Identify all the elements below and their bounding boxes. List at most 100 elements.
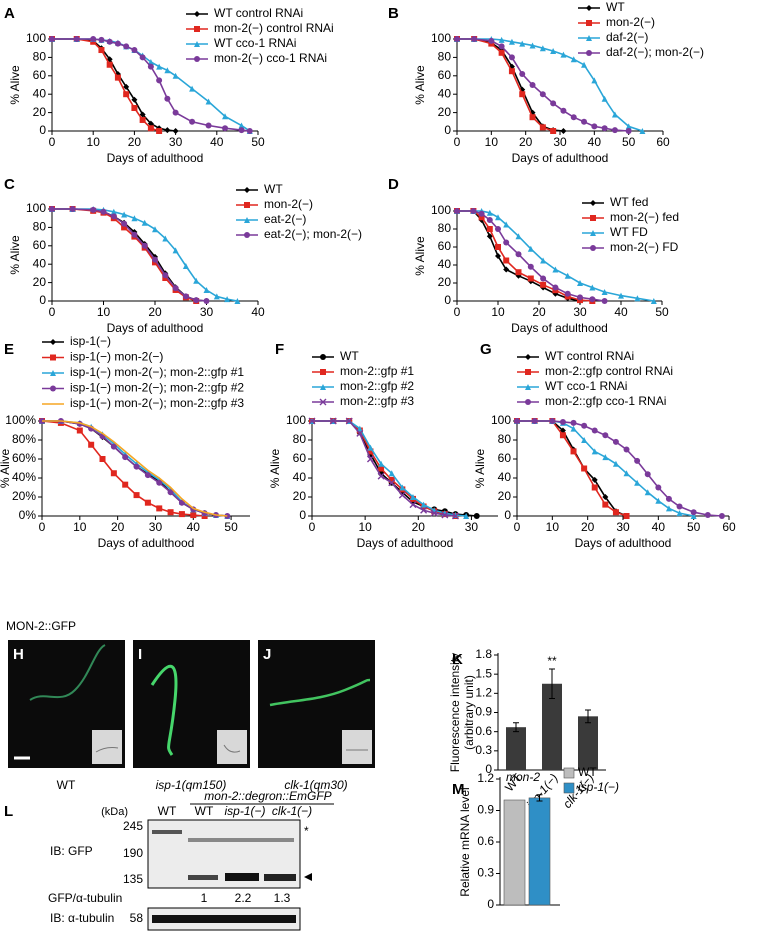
y-tick-label: 0.6 bbox=[477, 834, 494, 848]
legend-label: WT cco-1 RNAi bbox=[545, 379, 627, 393]
y-tick-label: 0 bbox=[39, 123, 46, 137]
panel-letter: M bbox=[452, 781, 465, 798]
marker bbox=[519, 91, 526, 98]
marker bbox=[121, 211, 128, 218]
marker bbox=[123, 83, 130, 90]
marker bbox=[463, 513, 470, 519]
legend-marker bbox=[590, 230, 596, 236]
panel-letter: E bbox=[4, 341, 14, 358]
legend-label: eat-2(−); mon-2(−) bbox=[264, 227, 362, 241]
survival-line bbox=[517, 420, 722, 517]
marker bbox=[378, 465, 385, 472]
x-tick-label: 10 bbox=[358, 520, 372, 534]
bar bbox=[503, 799, 526, 906]
x-tick-label: 0 bbox=[49, 305, 56, 319]
marker bbox=[470, 208, 477, 214]
panel-letter: G bbox=[480, 341, 492, 358]
legend-marker bbox=[320, 369, 326, 375]
y-axis-label: Relative mRNA level bbox=[458, 787, 472, 896]
marker bbox=[110, 208, 117, 215]
legend-label: WT bbox=[606, 0, 625, 14]
legend-marker bbox=[525, 369, 531, 375]
y-axis-label: % Alive bbox=[0, 449, 12, 489]
survival-line bbox=[52, 38, 176, 132]
marker bbox=[133, 463, 140, 470]
marker bbox=[106, 61, 113, 68]
y-tick-label: 0.6 bbox=[475, 724, 492, 738]
marker bbox=[503, 239, 510, 246]
marker bbox=[139, 116, 146, 123]
legend-label: WT bbox=[578, 765, 597, 779]
y-axis-label: (arbitrary unit) bbox=[462, 675, 476, 750]
marker bbox=[601, 95, 608, 102]
marker bbox=[486, 233, 493, 240]
panel-letter: I bbox=[138, 646, 142, 663]
significance: ** bbox=[547, 654, 557, 668]
survival-line bbox=[42, 420, 228, 517]
y-axis-label: Fluorescence intensity bbox=[448, 653, 462, 772]
marker bbox=[611, 111, 618, 118]
marker bbox=[182, 263, 189, 270]
marker bbox=[172, 109, 179, 116]
marker bbox=[644, 471, 651, 478]
marker bbox=[164, 67, 171, 74]
marker bbox=[508, 38, 515, 45]
marker bbox=[190, 512, 197, 519]
y-tick-label: 40 bbox=[438, 257, 452, 271]
marker bbox=[90, 36, 97, 42]
mw-marker: 58 bbox=[130, 911, 144, 925]
survival-line bbox=[457, 210, 593, 302]
x-axis-label: Days of adulthood bbox=[107, 321, 204, 335]
marker bbox=[471, 36, 478, 42]
marker bbox=[139, 111, 146, 118]
x-tick-label: 10 bbox=[97, 305, 111, 319]
marker bbox=[114, 40, 121, 47]
marker bbox=[581, 465, 588, 472]
marker bbox=[377, 472, 385, 480]
marker bbox=[131, 105, 138, 111]
panel-letter: C bbox=[4, 176, 15, 193]
marker bbox=[388, 479, 396, 487]
marker bbox=[581, 422, 588, 429]
marker bbox=[639, 128, 646, 134]
marker bbox=[356, 429, 364, 437]
x-tick-label: 0 bbox=[49, 135, 56, 149]
marker bbox=[570, 425, 577, 432]
y-axis-label: % Alive bbox=[413, 236, 427, 276]
bar bbox=[506, 727, 526, 770]
gfp-blot bbox=[147, 819, 301, 889]
marker bbox=[581, 437, 588, 443]
marker bbox=[141, 242, 148, 249]
y-tick-label: 80 bbox=[438, 221, 452, 235]
legend-marker bbox=[244, 217, 250, 223]
x-tick-label: 20 bbox=[581, 520, 595, 534]
mw-marker: 245 bbox=[123, 819, 143, 833]
error-bar bbox=[549, 668, 555, 699]
marker bbox=[503, 257, 510, 264]
marker bbox=[378, 460, 385, 467]
y-tick-label: 0.3 bbox=[477, 866, 494, 880]
x-tick-label: 40 bbox=[652, 520, 666, 534]
image-caption: clk-1(qm30) bbox=[284, 778, 347, 792]
marker bbox=[634, 295, 641, 302]
marker bbox=[559, 418, 566, 425]
marker bbox=[540, 281, 547, 288]
marker bbox=[591, 123, 598, 130]
marker bbox=[213, 293, 220, 300]
x-tick-label: 0 bbox=[309, 520, 316, 534]
x-tick-label: 60 bbox=[722, 520, 736, 534]
legend-marker bbox=[525, 354, 531, 360]
legend-label: daf-2(−) bbox=[606, 30, 648, 44]
x-tick-label: 10 bbox=[546, 520, 560, 534]
unit: (kDa) bbox=[101, 806, 128, 818]
legend-marker bbox=[50, 385, 56, 392]
lane-label: clk-1(−) bbox=[272, 804, 312, 818]
marker bbox=[203, 286, 210, 293]
y-tick-label: 20 bbox=[438, 275, 452, 289]
image-title: MON-2::GFP bbox=[6, 619, 76, 633]
marker bbox=[589, 296, 596, 303]
x-tick-label: 30 bbox=[149, 520, 163, 534]
marker bbox=[519, 70, 526, 77]
marker bbox=[508, 54, 515, 61]
marker bbox=[156, 505, 163, 512]
